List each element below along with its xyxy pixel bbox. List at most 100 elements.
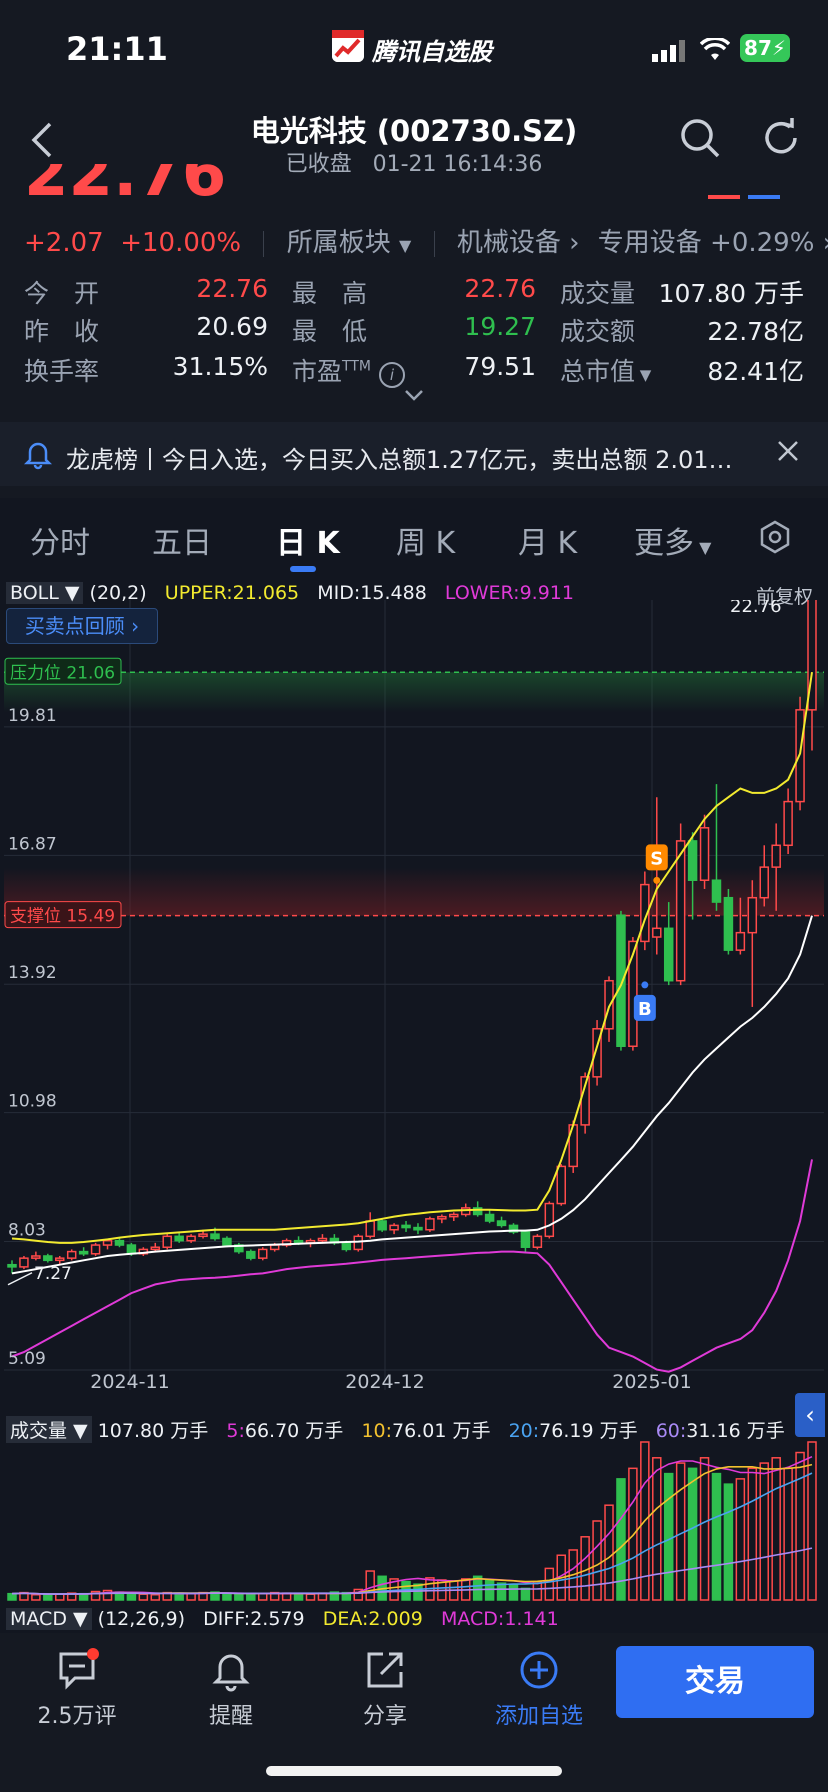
candle [675, 840, 686, 982]
candle [365, 1220, 375, 1238]
candle [616, 914, 626, 1048]
industry-link[interactable]: 机械设备 › [456, 228, 580, 258]
candle [472, 1207, 483, 1216]
candle [556, 1165, 567, 1205]
max-price-label: 22.76 [730, 600, 782, 617]
add-circle-icon [484, 1648, 594, 1698]
candle [293, 1239, 304, 1244]
volume-bar [257, 1592, 268, 1601]
candle [150, 1246, 161, 1251]
candle [711, 879, 722, 903]
candle [604, 979, 614, 1030]
refresh-icon[interactable] [762, 118, 802, 158]
candle [186, 1235, 196, 1242]
notice-text: 龙虎榜丨今日入选，今日买入总额1.27亿元，卖出总额 2.01… [66, 446, 733, 474]
candle [592, 1028, 602, 1078]
close-icon[interactable] [776, 436, 800, 471]
add-watchlist-label: 添加自选 [494, 1704, 583, 1729]
caret-down-icon: ▼ [635, 366, 652, 384]
adjust-mode[interactable]: 前复权 [756, 586, 814, 608]
tab-five-day[interactable]: 五日 [152, 526, 212, 561]
x-tick-label: 2024-12 [345, 1371, 424, 1390]
home-indicator[interactable] [266, 1766, 562, 1776]
tab-monthly-k[interactable]: 月 K [518, 526, 578, 561]
volume-ma-line [11, 1547, 813, 1595]
candle [484, 1213, 495, 1222]
candle [640, 883, 650, 943]
volume-bar [807, 1441, 817, 1601]
candle [759, 866, 769, 899]
candle [198, 1233, 208, 1238]
tab-more[interactable]: 更多 ▼ [634, 526, 712, 561]
volume-bar [652, 1457, 662, 1601]
sector-dropdown[interactable]: 所属板块 ▼ [286, 228, 412, 258]
tab-daily-k[interactable]: 日 K [276, 526, 340, 561]
volume-bar [365, 1570, 375, 1601]
volume-bar [222, 1592, 232, 1601]
volume-bar [7, 1592, 17, 1601]
share-button[interactable]: 分享 [330, 1648, 440, 1730]
macd-dropdown[interactable]: MACD ▼ [6, 1608, 92, 1630]
boll-indicator-row: BOLL ▼ (20,2) UPPER:21.065 MID:15.488 LO… [6, 582, 574, 604]
price-marker [708, 184, 784, 199]
back-button[interactable] [30, 120, 54, 170]
mcap-dropdown[interactable]: 总市值 ▼ [560, 357, 652, 386]
comment-icon [22, 1648, 132, 1698]
volume-bar [663, 1472, 674, 1601]
add-watchlist-button[interactable]: 添加自选 [484, 1648, 594, 1730]
replay-trade-points-button[interactable]: 买卖点回顾 › [6, 608, 158, 644]
candle [771, 844, 781, 868]
chevron-right-icon: › [131, 614, 140, 638]
volume-indicator-row: 成交量 ▼ 107.80 万手 5:66.70 万手 10:76.01 万手 2… [6, 1416, 785, 1443]
volume-bar [186, 1592, 196, 1601]
collapse-panel-button[interactable]: ‹ [795, 1393, 825, 1437]
volume-dropdown[interactable]: 成交量 ▼ [6, 1416, 92, 1443]
volume-value: 107.80 万手 [658, 279, 804, 308]
volume-bar [544, 1567, 555, 1601]
candle [353, 1235, 364, 1251]
candle [19, 1257, 29, 1268]
alert-label: 提醒 [208, 1704, 253, 1729]
candle [425, 1218, 435, 1231]
search-icon[interactable] [680, 118, 720, 158]
candle [532, 1235, 543, 1248]
kline-chart[interactable]: 19.81 16.87 13.92 10.98 8.03 5.09 2024-11 2024… [0, 600, 828, 1390]
alert-button[interactable]: 提醒 [176, 1648, 286, 1730]
y-tick-label: 8.03 [8, 1221, 46, 1241]
boll-dropdown[interactable]: BOLL ▼ [6, 582, 84, 604]
expand-chevron-icon[interactable] [404, 386, 424, 405]
candle [508, 1224, 519, 1233]
volume-label: 成交量 [560, 279, 636, 308]
open-label: 今 开 [24, 279, 100, 308]
tab-weekly-k[interactable]: 周 K [396, 526, 456, 561]
current-price: 22.76 [24, 164, 224, 204]
volume-bar [293, 1592, 304, 1601]
candle [628, 940, 638, 1048]
prev-close-value: 20.69 [196, 312, 268, 341]
bell-icon [22, 438, 54, 474]
stock-title: 电光科技 (002730.SZ) [250, 114, 578, 148]
settings-hex-icon[interactable] [758, 520, 792, 558]
candle [747, 896, 758, 934]
volume-bar [102, 1589, 113, 1601]
mcap-value: 82.41亿 [707, 357, 804, 386]
candle [174, 1235, 184, 1242]
macd-indicator-row: MACD ▼ (12,26,9) DIFF:2.579 DEA:2.009 MA… [6, 1608, 559, 1630]
info-icon[interactable]: i [378, 362, 405, 388]
candle [723, 896, 734, 951]
volume-bar [723, 1483, 734, 1601]
status-time: 21:11 [66, 30, 168, 68]
candle [7, 1263, 17, 1268]
signal-icon [652, 40, 688, 66]
volume-bar [711, 1472, 722, 1601]
sub-industry-link[interactable]: 专用设备 +0.29% › [598, 222, 828, 259]
comments-button[interactable]: 2.5万评 [22, 1648, 132, 1730]
chevron-right-icon: › [823, 228, 828, 258]
notice-banner[interactable] [0, 422, 828, 486]
candle [222, 1237, 232, 1246]
min-price-pointer [7, 1272, 33, 1286]
trade-button[interactable]: 交易 [616, 1646, 814, 1718]
volume-bar [687, 1467, 698, 1601]
tab-intraday[interactable]: 分时 [30, 526, 90, 561]
candle [341, 1242, 352, 1251]
